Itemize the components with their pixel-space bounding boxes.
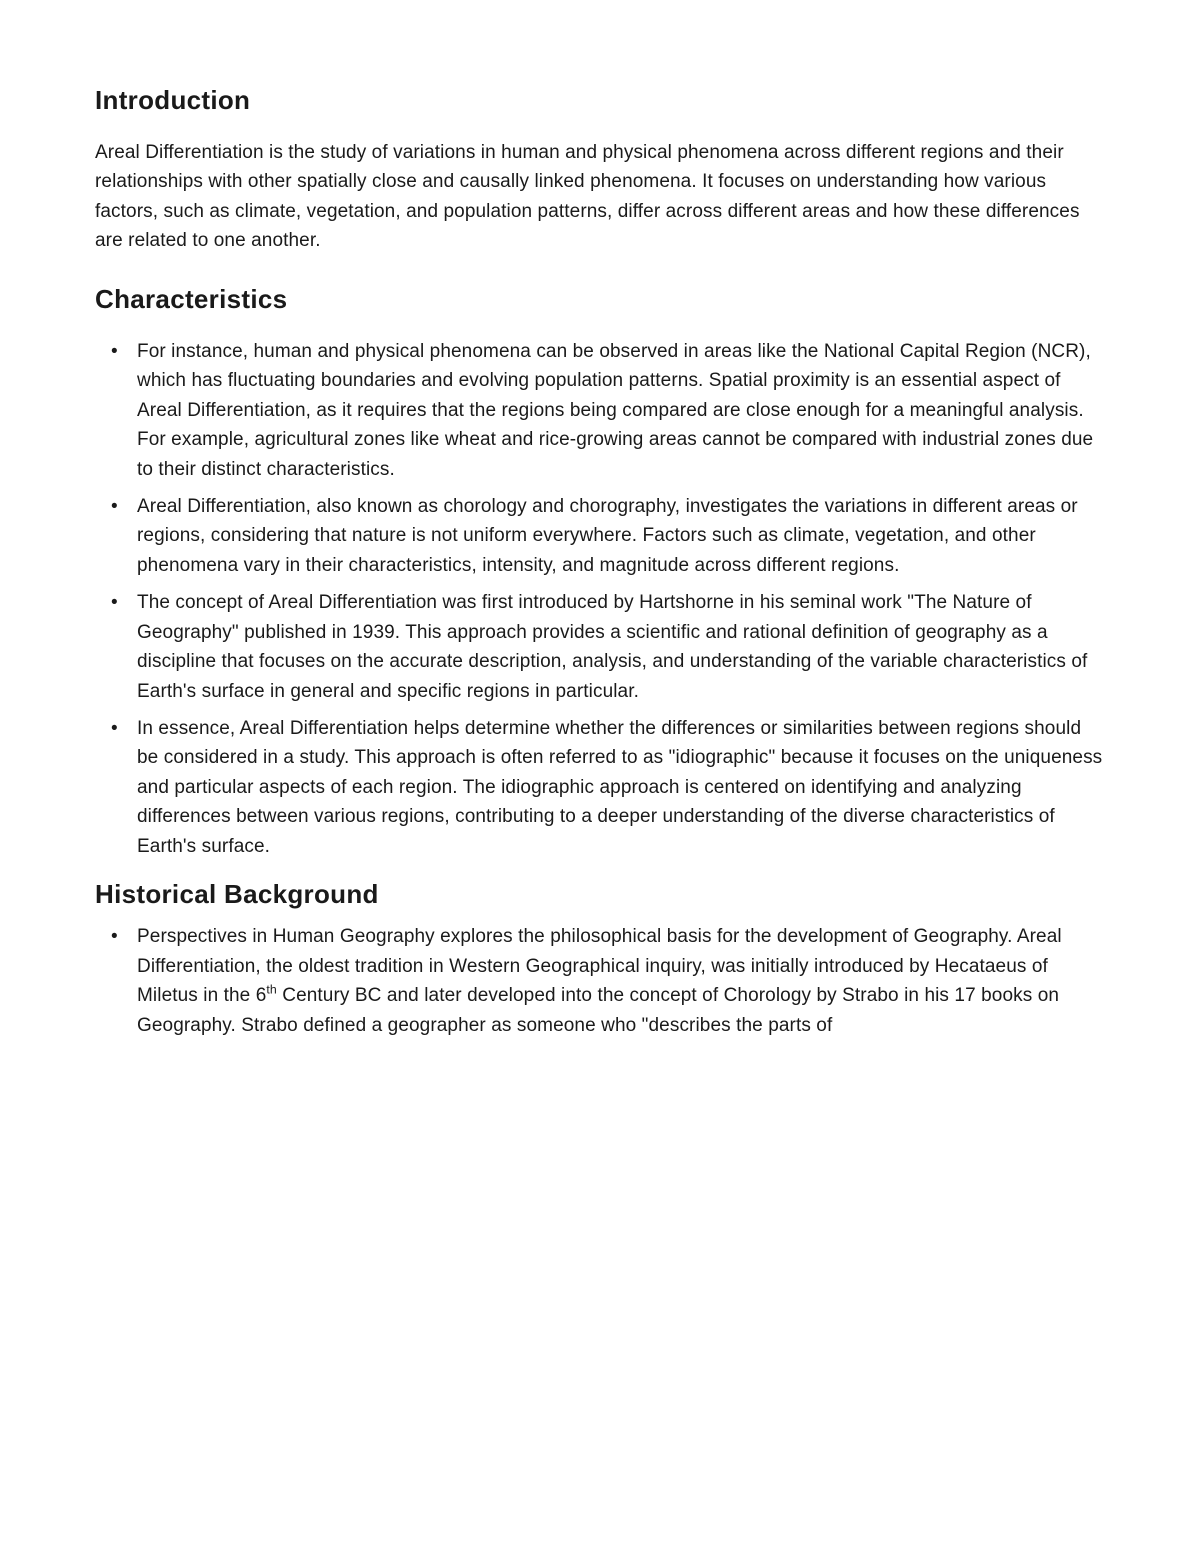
historical-heading: Historical Background: [95, 879, 1105, 910]
list-item: The concept of Areal Differentiation was…: [95, 588, 1105, 706]
historical-list: Perspectives in Human Geography explores…: [95, 922, 1105, 1040]
characteristics-heading: Characteristics: [95, 284, 1105, 315]
list-item: Areal Differentiation, also known as cho…: [95, 492, 1105, 580]
list-item: For instance, human and physical phenome…: [95, 337, 1105, 484]
introduction-body: Areal Differentiation is the study of va…: [95, 138, 1105, 256]
list-item: In essence, Areal Differentiation helps …: [95, 714, 1105, 861]
introduction-heading: Introduction: [95, 85, 1105, 116]
ordinal-superscript: th: [266, 983, 277, 997]
list-item: Perspectives in Human Geography explores…: [95, 922, 1105, 1040]
characteristics-list: For instance, human and physical phenome…: [95, 337, 1105, 861]
